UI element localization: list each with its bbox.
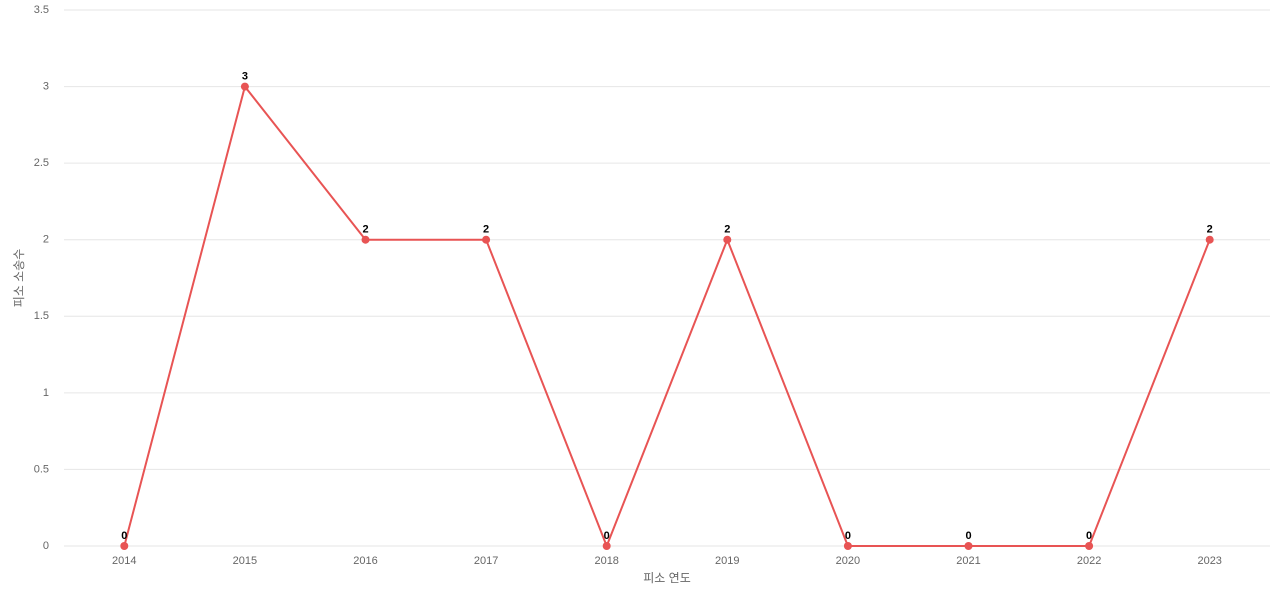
y-tick-label: 1: [43, 387, 49, 399]
series-line: [123, 84, 1211, 549]
data-label: 2: [362, 224, 368, 236]
x-axis-label: 피소 연도: [643, 571, 691, 585]
data-label: 0: [965, 530, 971, 542]
data-point: [120, 542, 129, 550]
data-label: 3: [242, 70, 248, 82]
data-label: 2: [1207, 224, 1213, 236]
x-tick-label: 2018: [594, 555, 618, 567]
y-tick-label: 1.5: [34, 310, 49, 322]
data-point: [1085, 542, 1094, 550]
data-point: [240, 82, 249, 91]
x-tick-label: 2017: [474, 555, 498, 567]
data-label: 0: [1086, 530, 1092, 542]
y-tick-label: 3.5: [34, 4, 49, 16]
x-tick-label: 2023: [1197, 555, 1221, 567]
data-label: 0: [604, 530, 610, 542]
x-tick-label: 2016: [353, 555, 377, 567]
y-tick-label: 0.5: [34, 463, 49, 475]
y-axis-label: 피소 소송수: [12, 249, 26, 308]
x-tick-label: 2015: [233, 555, 257, 567]
data-point: [964, 542, 973, 550]
y-tick-label: 0: [43, 540, 49, 552]
x-tick-label: 2014: [112, 555, 136, 567]
data-label: 0: [121, 530, 127, 542]
x-tick-label: 2021: [956, 555, 980, 567]
x-tick-label: 2022: [1077, 555, 1101, 567]
data-point: [1205, 235, 1214, 244]
data-point: [843, 542, 852, 550]
data-point: [482, 235, 491, 244]
data-point: [602, 542, 611, 550]
data-label: 2: [724, 224, 730, 236]
y-tick-label: 2.5: [34, 157, 49, 169]
data-label: 2: [483, 224, 489, 236]
data-label: 0: [845, 530, 851, 542]
data-point: [723, 235, 732, 244]
y-tick-label: 2: [43, 234, 49, 246]
data-point: [361, 235, 370, 244]
x-tick-label: 2019: [715, 555, 739, 567]
y-tick-label: 3: [43, 80, 49, 92]
x-tick-label: 2020: [836, 555, 860, 567]
